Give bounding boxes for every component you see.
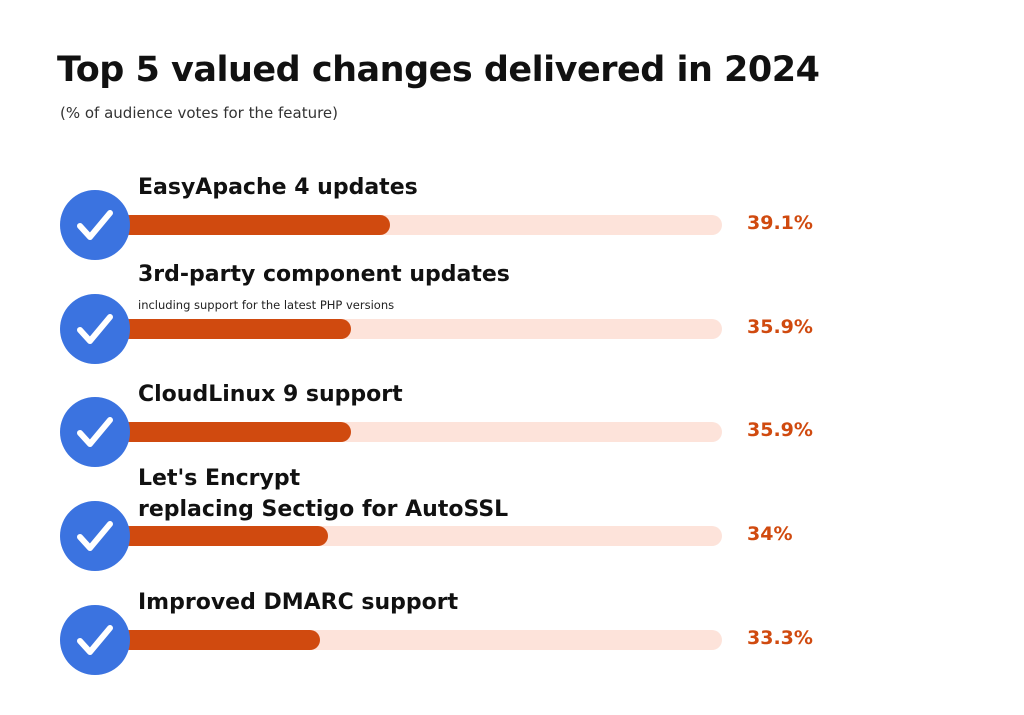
- bar-track: [120, 630, 722, 650]
- bar-value-label: 35.9%: [747, 316, 813, 338]
- bar-row: CloudLinux 9 support 35.9%: [0, 0, 1024, 467]
- bar-fill: [120, 526, 329, 546]
- bar-label: 3rd-party component updates: [138, 262, 510, 287]
- bar-track: [120, 526, 722, 546]
- bar-fill: [120, 630, 320, 650]
- chart-title: Top 5 valued changes delivered in 2024: [57, 50, 820, 90]
- bar-fill: [120, 319, 352, 339]
- bar-fill: [120, 215, 390, 235]
- check-circle-icon: [60, 605, 130, 675]
- bar-value-label: 39.1%: [747, 212, 813, 234]
- bar-value-label: 34%: [747, 523, 793, 545]
- check-circle-icon: [60, 190, 130, 260]
- bar-track: [120, 319, 722, 339]
- bar-track: [120, 215, 722, 235]
- bar-label: Improved DMARC support: [138, 590, 459, 615]
- check-circle-icon: [60, 397, 130, 467]
- bar-fill: [120, 422, 352, 442]
- bar-label: Let's Encrypt: [138, 466, 301, 491]
- check-circle-icon: [60, 501, 130, 571]
- bar-note: including support for the latest PHP ver…: [138, 298, 395, 312]
- check-circle-icon: [60, 294, 130, 364]
- chart-subtitle: (% of audience votes for the feature): [60, 104, 338, 122]
- bar-row: 3rd-party component updates including sup…: [0, 0, 1024, 364]
- bar-value-label: 35.9%: [747, 419, 813, 441]
- bar-row: Improved DMARC support 33.3%: [0, 0, 1024, 675]
- bar-label: EasyApache 4 updates: [138, 175, 418, 200]
- bar-label: CloudLinux 9 support: [138, 382, 403, 407]
- bar-row: EasyApache 4 updates 39.1%: [0, 0, 1024, 260]
- bar-label: replacing Sectigo for AutoSSL: [138, 497, 509, 522]
- bar-row: Let's Encrypt replacing Sectigo for AutoS…: [0, 0, 1024, 571]
- bar-value-label: 33.3%: [747, 627, 813, 649]
- bar-track: [120, 422, 722, 442]
